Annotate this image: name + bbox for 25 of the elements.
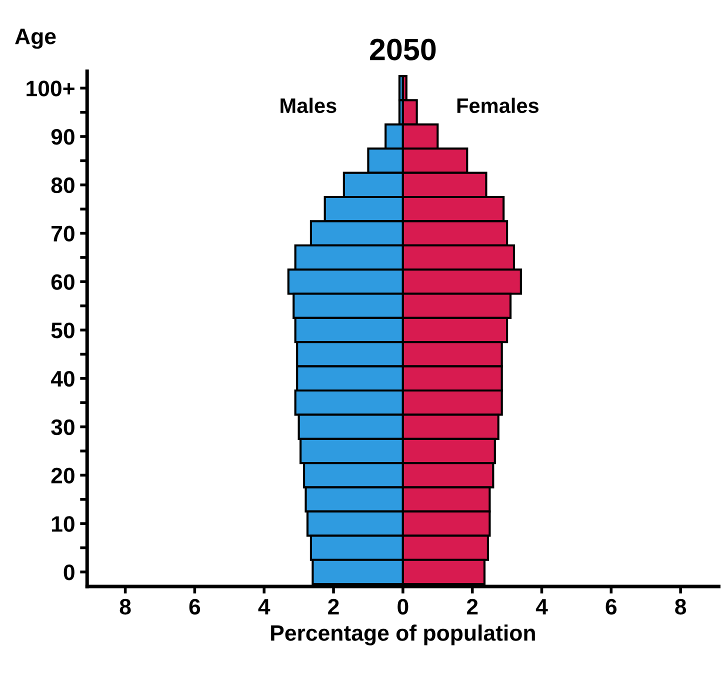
y-tick-label: 60	[51, 274, 74, 290]
x-tick-label: 6	[606, 598, 617, 615]
y-tick-label: 10	[52, 516, 74, 532]
y-tick-label: 90	[51, 129, 74, 145]
y-tick-label: 30	[51, 419, 74, 436]
y-tick-label: 70	[52, 226, 74, 242]
x-tick-label: 4	[258, 599, 270, 614]
y-tick-label: 50	[51, 322, 74, 338]
x-axis-title: Percentage of population	[271, 624, 535, 646]
x-tick-label: 8	[675, 598, 686, 615]
y-axis-title: Age	[15, 28, 56, 49]
y-tick-label: 80	[51, 177, 74, 194]
x-tick-label: 2	[328, 598, 339, 614]
y-tick-label: 100+	[26, 80, 74, 96]
x-tick-label: 6	[189, 598, 200, 615]
chart-title: 2050	[370, 38, 436, 60]
x-tick-label: 4	[536, 599, 548, 614]
y-tick-label: 40	[50, 370, 74, 387]
y-tick-label: 20	[51, 468, 74, 484]
x-tick-label: 2	[466, 598, 478, 614]
x-tick-label: 8	[120, 598, 131, 615]
series-label: Females	[457, 98, 539, 114]
x-tick-label: 0	[398, 598, 408, 615]
text: Males	[280, 98, 336, 114]
y-tick-label: 0	[64, 564, 74, 580]
